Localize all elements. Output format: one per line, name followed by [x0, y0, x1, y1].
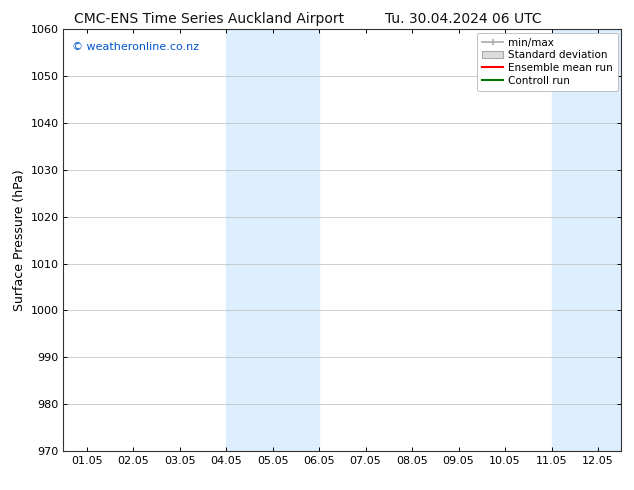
Text: CMC-ENS Time Series Auckland Airport: CMC-ENS Time Series Auckland Airport [74, 12, 344, 26]
Text: Tu. 30.04.2024 06 UTC: Tu. 30.04.2024 06 UTC [384, 12, 541, 26]
Text: © weatheronline.co.nz: © weatheronline.co.nz [72, 42, 199, 52]
Bar [552, 29, 621, 451]
Y-axis label: Surface Pressure (hPa): Surface Pressure (hPa) [13, 169, 26, 311]
Bar [226, 29, 319, 451]
Legend: min/max, Standard deviation, Ensemble mean run, Controll run: min/max, Standard deviation, Ensemble me… [477, 32, 618, 91]
